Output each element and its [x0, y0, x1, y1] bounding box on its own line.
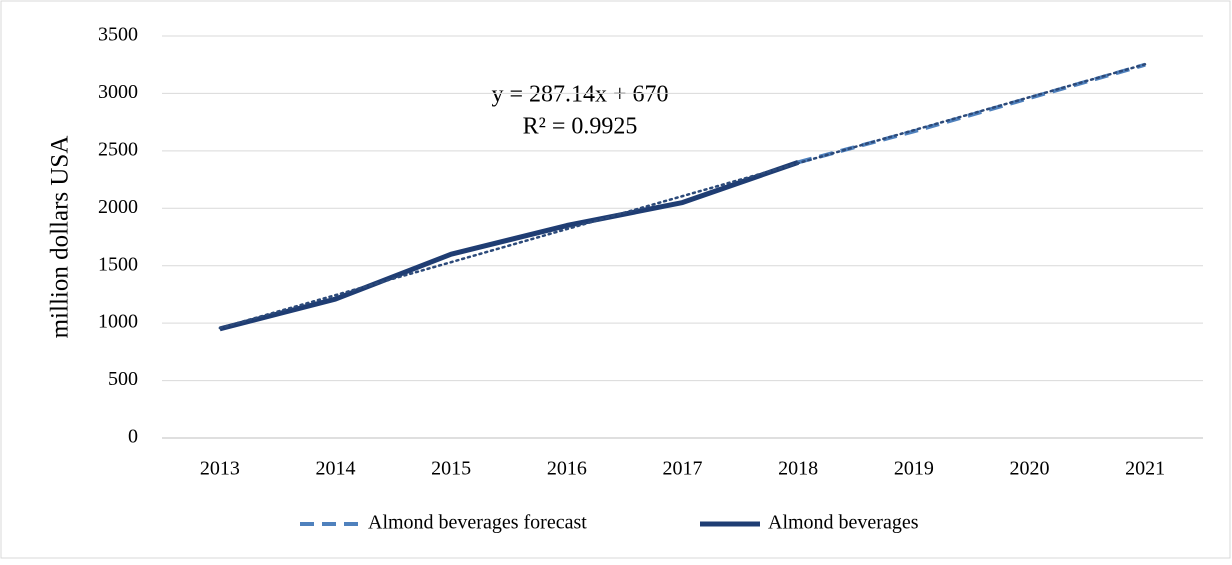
x-tick-label: 2013 [200, 458, 240, 480]
y-tick-label: 0 [128, 426, 138, 448]
x-tick-label: 2019 [894, 458, 934, 480]
y-tick-label: 2500 [98, 138, 138, 160]
x-tick-label: 2016 [547, 458, 587, 480]
y-tick-label: 3000 [98, 81, 138, 103]
y-tick-label: 2000 [98, 196, 138, 218]
y-tick-label: 3500 [98, 24, 138, 46]
x-tick-label: 2020 [1010, 458, 1050, 480]
y-tick-label: 1000 [98, 311, 138, 333]
line-series [219, 159, 799, 332]
y-tick-label: 1500 [98, 253, 138, 275]
x-tick-label: 2017 [663, 458, 703, 480]
x-tick-label: 2014 [316, 458, 356, 480]
legend-label: Almond beverages forecast [368, 512, 587, 534]
annotation: R² = 0.9925 [523, 114, 638, 140]
y-tick-label: 500 [108, 368, 138, 390]
x-tick-label: 2021 [1125, 458, 1165, 480]
trendline [218, 63, 1147, 330]
annotation: y = 287.14x + 670 [491, 82, 668, 108]
x-tick-label: 2015 [431, 458, 471, 480]
y-axis-label: million dollars USA [47, 136, 74, 339]
x-tick-label: 2018 [778, 458, 818, 480]
legend-label: Almond beverages [768, 512, 919, 534]
